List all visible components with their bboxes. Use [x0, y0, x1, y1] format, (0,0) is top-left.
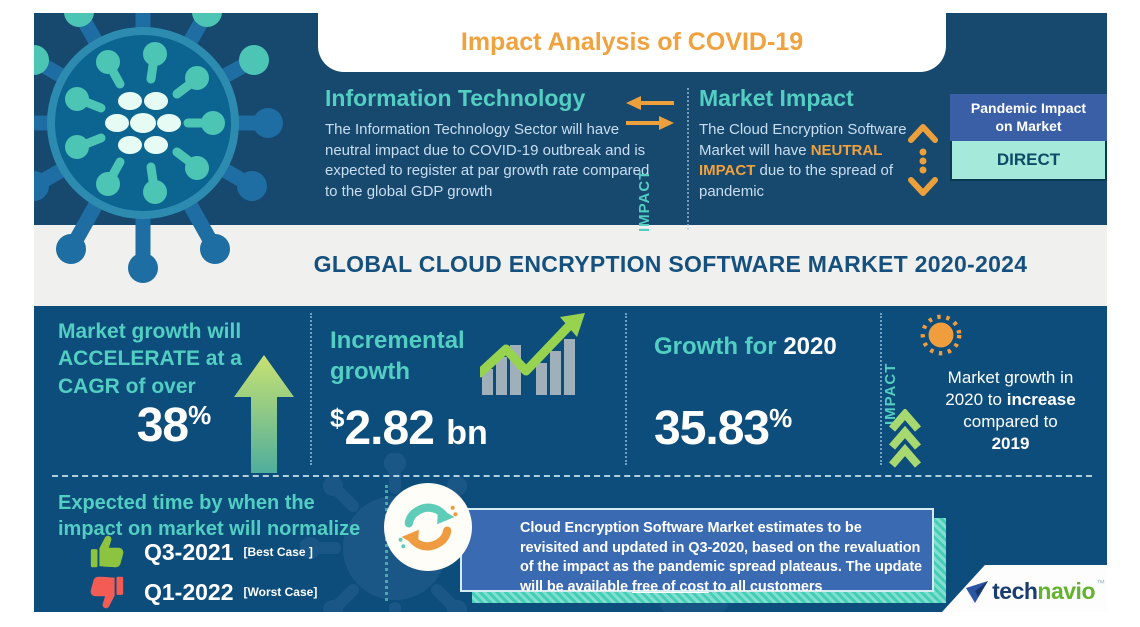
coronavirus-illustration: [34, 13, 283, 283]
technavio-wordmark-tech: tech: [992, 578, 1038, 604]
refresh-icon: [384, 483, 472, 571]
thumbs-up-icon: [90, 535, 124, 568]
stat-incremental-value: $2.82 bn: [330, 402, 488, 455]
stat-cagr-label: Market growth will ACCELERATE at a CAGR …: [58, 320, 242, 398]
best-case-row: Q3-2021 [Best Case ]: [88, 533, 313, 571]
stats-divider-1: [310, 313, 312, 465]
band-title: GLOBAL CLOUD ENCRYPTION SOFTWARE MARKET …: [313, 251, 1028, 277]
stats-dashed-separator: [52, 475, 1092, 477]
header-divider-dotted: [687, 88, 689, 230]
trademark-symbol: ™: [1096, 578, 1105, 588]
thumbs-down-icon: [90, 576, 124, 609]
neutral-impact-highlight: NEUTRAL IMPACT: [699, 141, 883, 180]
main-panel: Impact Analysis of COVID-19 Information …: [34, 13, 1107, 612]
pandemic-impact-box: Pandemic Impact on Market DIRECT: [950, 94, 1107, 181]
stats-divider-2: [625, 313, 627, 465]
stat-incremental-label: Incremental growth: [330, 327, 465, 386]
impact-arrows-icon: [626, 96, 674, 130]
worst-case-quarter: Q1-2022: [144, 578, 234, 605]
technavio-arrow-icon: [966, 580, 989, 603]
worst-case-row: Q1-2022 [Worst Case]: [88, 573, 317, 611]
impact-side-text: Market growth in 2020 to increase compar…: [945, 368, 1076, 454]
bar-chart-icon: [480, 313, 585, 395]
stat-cagr-value: 38%: [136, 399, 212, 452]
stat-growth-2020-label: Growth for 2020: [654, 333, 837, 360]
worst-case-label: [Worst Case]: [243, 585, 318, 599]
sun-virus-icon: [920, 314, 962, 356]
technavio-logo: tech navio ™: [965, 578, 1105, 605]
growth-arrow-icon: [234, 355, 294, 473]
best-case-label: [Best Case ]: [243, 545, 313, 559]
it-section-title: Information Technology: [325, 85, 586, 111]
it-section: Information Technology The Information T…: [325, 85, 655, 203]
pandemic-impact-label: Pandemic Impact on Market: [950, 94, 1107, 141]
market-impact-section: Market Impact The Cloud Encryption Softw…: [699, 85, 927, 203]
technavio-wordmark-navio: navio: [1037, 578, 1095, 604]
triple-chevron-icon: [888, 409, 922, 468]
impact-vertical-label: IMPACT: [636, 169, 653, 232]
note-text: Cloud Encryption Software Market estimat…: [520, 520, 923, 595]
market-impact-body: The Cloud Encryption Software Market wil…: [699, 121, 907, 201]
direct-badge: DIRECT: [950, 141, 1107, 181]
banner: Impact Analysis of COVID-19: [318, 13, 946, 72]
banner-title: Impact Analysis of COVID-19: [460, 28, 804, 56]
normalize-title: Expected time by when the impact on mark…: [58, 492, 361, 540]
logo-area: tech navio ™: [942, 565, 1107, 612]
note-box: Cloud Encryption Software Market estimat…: [460, 508, 934, 595]
updown-diamond-icon: [908, 124, 938, 196]
best-case-quarter: Q3-2021: [144, 538, 234, 565]
market-impact-title: Market Impact: [699, 85, 854, 111]
stat-growth-2020-value: 35.83%: [654, 402, 793, 455]
it-section-body: The Information Technology Sector will h…: [325, 121, 650, 201]
stats-divider-3: [880, 313, 882, 465]
